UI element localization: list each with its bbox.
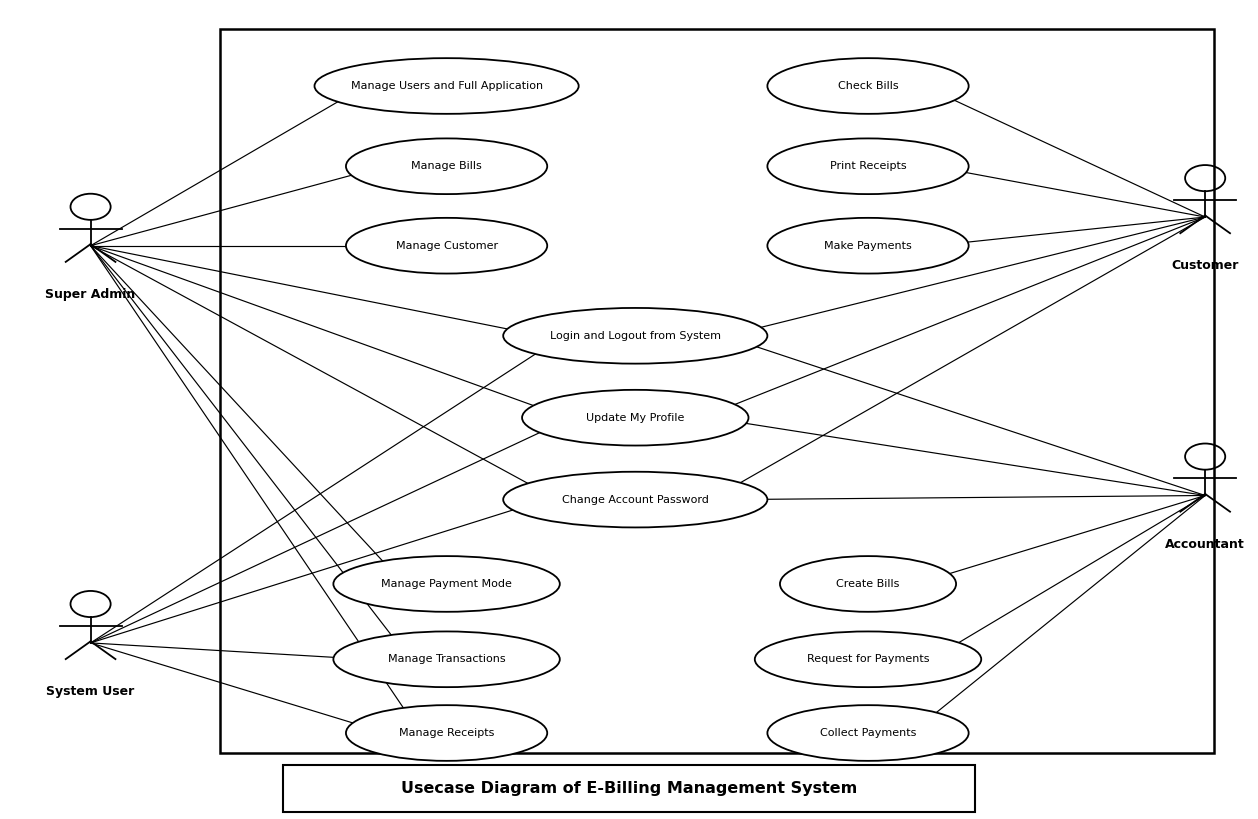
Text: www.freeprojectz.com   www.freeprojectz.com   www.freeprojectz.com   www.freepro: www.freeprojectz.com www.freeprojectz.co… bbox=[250, 37, 1008, 45]
Text: www.freeprojectz.com   www.freeprojectz.com   www.freeprojectz.com   www.freepro: www.freeprojectz.com www.freeprojectz.co… bbox=[250, 663, 1008, 672]
Text: Check Bills: Check Bills bbox=[838, 81, 898, 91]
Text: Usecase Diagram of E-Billing Management System: Usecase Diagram of E-Billing Management … bbox=[401, 781, 857, 796]
Text: Collect Payments: Collect Payments bbox=[820, 728, 916, 738]
Text: Accountant: Accountant bbox=[1165, 538, 1245, 551]
Ellipse shape bbox=[767, 705, 969, 761]
Ellipse shape bbox=[503, 308, 767, 364]
Text: Manage Payment Mode: Manage Payment Mode bbox=[381, 579, 512, 589]
Ellipse shape bbox=[333, 556, 560, 612]
Ellipse shape bbox=[346, 705, 547, 761]
Ellipse shape bbox=[767, 218, 969, 274]
Text: www.freeprojectz.com   www.freeprojectz.com   www.freeprojectz.com   www.freepro: www.freeprojectz.com www.freeprojectz.co… bbox=[250, 733, 1008, 741]
Text: www.freeprojectz.com   www.freeprojectz.com   www.freeprojectz.com   www.freepro: www.freeprojectz.com www.freeprojectz.co… bbox=[250, 106, 1008, 115]
Ellipse shape bbox=[522, 390, 749, 446]
Text: Login and Logout from System: Login and Logout from System bbox=[550, 331, 721, 341]
Text: www.freeprojectz.com   www.freeprojectz.com   www.freeprojectz.com   www.freepro: www.freeprojectz.com www.freeprojectz.co… bbox=[250, 385, 1008, 393]
Text: Request for Payments: Request for Payments bbox=[806, 654, 930, 664]
Ellipse shape bbox=[346, 138, 547, 194]
Ellipse shape bbox=[755, 631, 981, 687]
Text: Customer: Customer bbox=[1171, 260, 1239, 273]
Text: Manage Customer: Manage Customer bbox=[395, 241, 498, 251]
Text: Manage Transactions: Manage Transactions bbox=[387, 654, 506, 664]
Ellipse shape bbox=[767, 138, 969, 194]
FancyBboxPatch shape bbox=[220, 29, 1214, 753]
Text: Super Admin: Super Admin bbox=[45, 288, 136, 301]
Text: www.freeprojectz.com   www.freeprojectz.com   www.freeprojectz.com   www.freepro: www.freeprojectz.com www.freeprojectz.co… bbox=[250, 176, 1008, 184]
Text: www.freeprojectz.com   www.freeprojectz.com   www.freeprojectz.com   www.freepro: www.freeprojectz.com www.freeprojectz.co… bbox=[250, 246, 1008, 254]
Ellipse shape bbox=[346, 218, 547, 274]
Ellipse shape bbox=[503, 472, 767, 527]
Text: www.freeprojectz.com   www.freeprojectz.com   www.freeprojectz.com   www.freepro: www.freeprojectz.com www.freeprojectz.co… bbox=[250, 524, 1008, 532]
Text: Manage Receipts: Manage Receipts bbox=[399, 728, 494, 738]
Ellipse shape bbox=[333, 631, 560, 687]
Text: Make Payments: Make Payments bbox=[824, 241, 912, 251]
Text: Create Bills: Create Bills bbox=[837, 579, 899, 589]
Text: www.freeprojectz.com   www.freeprojectz.com   www.freeprojectz.com   www.freepro: www.freeprojectz.com www.freeprojectz.co… bbox=[250, 594, 1008, 602]
Text: www.freeprojectz.com   www.freeprojectz.com   www.freeprojectz.com   www.freepro: www.freeprojectz.com www.freeprojectz.co… bbox=[250, 455, 1008, 463]
Text: Print Receipts: Print Receipts bbox=[830, 161, 906, 171]
Text: System User: System User bbox=[47, 686, 135, 699]
Ellipse shape bbox=[780, 556, 956, 612]
FancyBboxPatch shape bbox=[283, 765, 975, 812]
Text: www.freeprojectz.com   www.freeprojectz.com   www.freeprojectz.com   www.freepro: www.freeprojectz.com www.freeprojectz.co… bbox=[250, 315, 1008, 324]
Ellipse shape bbox=[314, 58, 579, 114]
Text: Manage Users and Full Application: Manage Users and Full Application bbox=[351, 81, 542, 91]
Text: Manage Bills: Manage Bills bbox=[411, 161, 482, 171]
Text: Change Account Password: Change Account Password bbox=[562, 495, 708, 505]
Text: Update My Profile: Update My Profile bbox=[586, 413, 684, 423]
Ellipse shape bbox=[767, 58, 969, 114]
